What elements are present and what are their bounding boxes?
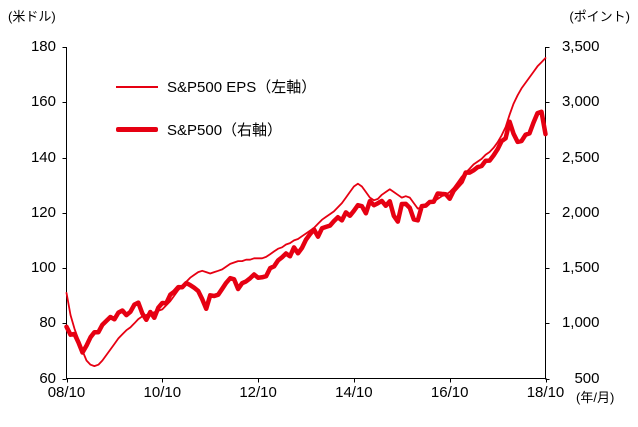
legend-label-sp500: S&P500（右軸） [167,122,283,139]
x-axis-unit-label: (年/月) [576,390,615,405]
left-axis-tick-label: 100 [30,259,56,276]
right-axis-tick-label: 2,500 [561,148,600,166]
right-axis-tick-label: 3,000 [561,93,600,111]
legend-item-sp500: S&P500（右軸） [116,119,316,140]
right-axis-tick-label: 1,500 [561,259,600,276]
left-axis-tick-label: 140 [30,148,56,166]
right-axis-tick-label: 500 [574,369,600,387]
x-axis-tick-label: 10/10 [143,384,182,401]
left-axis-tick-label: 160 [30,93,56,111]
left-axis-tick-label: 180 [30,38,56,55]
legend: S&P500 EPS（左軸） S&P500（右軸） [116,76,316,140]
x-axis-tick-label: 14/10 [335,384,373,401]
legend-item-eps: S&P500 EPS（左軸） [116,76,316,97]
right-axis-tick-label: 1,000 [561,314,600,332]
axis-frame [66,47,546,379]
eps-line-sample-icon [116,85,158,88]
legend-label-eps: S&P500 EPS（左軸） [167,79,317,96]
x-axis-tick-label: 12/10 [239,384,277,401]
right-axis-tick-label: 3,500 [561,38,600,55]
left-axis-tick-label: 120 [30,203,56,221]
series-line-eps [65,57,547,368]
x-axis-tick-label: 16/10 [430,384,469,401]
right-axis-tick-label: 2,000 [561,203,600,221]
right-axis-unit-label: (ポイント) [569,9,630,24]
sp500-line-sample-icon [116,127,158,132]
left-axis-tick-label: 60 [39,369,56,387]
left-axis-unit-label: (米ドル) [8,9,56,24]
x-axis-tick-label: 18/10 [526,384,565,401]
x-axis-tick-label: 08/10 [47,384,86,401]
series-line-sp500 [64,109,548,355]
left-axis-tick-label: 80 [39,314,56,332]
